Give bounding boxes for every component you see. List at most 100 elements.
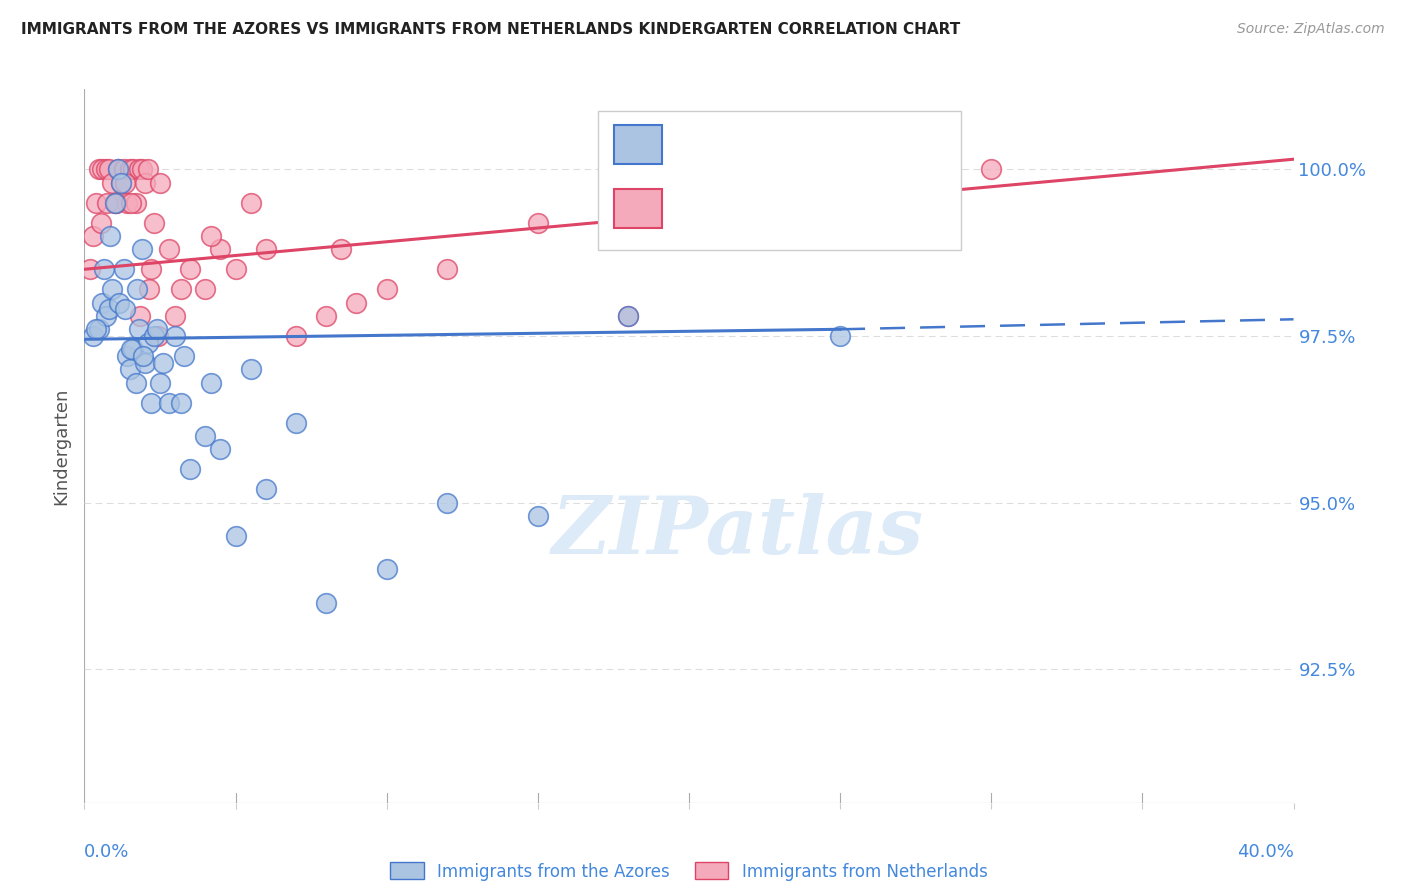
Text: N = 49: N = 49 [828, 134, 896, 152]
Point [200, 228, 222, 243]
Point [127, 282, 149, 296]
Point [436, 262, 458, 277]
Point [118, 362, 141, 376]
Point [527, 216, 550, 230]
Point [114, 176, 136, 190]
Point [346, 295, 368, 310]
Point [146, 322, 169, 336]
Point [86, 322, 108, 336]
Point [170, 282, 193, 296]
Point [120, 343, 142, 357]
Point [118, 162, 141, 177]
Point [330, 242, 353, 256]
Point [108, 295, 131, 310]
Point [129, 309, 152, 323]
Point [86, 195, 108, 210]
Text: R = 0.018: R = 0.018 [676, 134, 775, 152]
Point [94, 309, 117, 323]
Point [179, 462, 201, 476]
Point [617, 309, 640, 323]
Point [89, 162, 111, 177]
Point [254, 483, 277, 497]
Point [149, 376, 172, 390]
Point [284, 329, 308, 343]
Point [107, 162, 129, 177]
Point [97, 162, 120, 177]
Point [107, 162, 129, 177]
Point [165, 329, 187, 343]
Point [225, 529, 247, 543]
Point [194, 429, 217, 443]
Point [149, 176, 172, 190]
Point [112, 262, 135, 277]
Text: IMMIGRANTS FROM THE AZORES VS IMMIGRANTS FROM NETHERLANDS KINDERGARTEN CORRELATI: IMMIGRANTS FROM THE AZORES VS IMMIGRANTS… [21, 22, 960, 37]
Point [105, 195, 128, 210]
Point [152, 356, 174, 370]
Point [200, 376, 222, 390]
Y-axis label: Kindergarten: Kindergarten [52, 387, 70, 505]
Point [79, 262, 101, 277]
Text: 0.0%: 0.0% [84, 843, 129, 861]
FancyBboxPatch shape [614, 189, 662, 228]
Point [100, 176, 122, 190]
Point [115, 195, 138, 210]
Text: R = 0.362: R = 0.362 [676, 198, 775, 216]
Point [125, 376, 148, 390]
Point [139, 395, 162, 409]
Point [132, 349, 155, 363]
Point [104, 195, 127, 210]
Point [131, 242, 153, 256]
Point [239, 195, 262, 210]
FancyBboxPatch shape [599, 111, 962, 250]
Point [617, 309, 640, 323]
Point [315, 596, 337, 610]
Point [115, 349, 138, 363]
Point [980, 162, 1002, 177]
Point [315, 309, 337, 323]
Point [91, 295, 114, 310]
Point [104, 195, 127, 210]
Point [121, 343, 143, 357]
Point [139, 262, 162, 277]
Point [90, 216, 112, 230]
Point [239, 362, 262, 376]
Point [170, 395, 193, 409]
Point [375, 562, 398, 576]
Point [114, 302, 136, 317]
Point [131, 162, 153, 177]
Point [179, 262, 201, 277]
Point [93, 262, 115, 277]
Point [284, 416, 308, 430]
Legend: Immigrants from the Azores, Immigrants from Netherlands: Immigrants from the Azores, Immigrants f… [384, 855, 994, 888]
Point [165, 309, 187, 323]
Point [82, 228, 104, 243]
Point [110, 176, 132, 190]
Point [97, 302, 120, 317]
Point [112, 162, 135, 177]
Point [110, 176, 132, 190]
Point [125, 195, 148, 210]
Point [436, 496, 458, 510]
Point [148, 329, 170, 343]
Text: 40.0%: 40.0% [1237, 843, 1294, 861]
Point [94, 162, 117, 177]
Point [157, 242, 180, 256]
Point [98, 228, 121, 243]
Point [173, 349, 195, 363]
Point [91, 162, 114, 177]
Point [96, 195, 118, 210]
Point [142, 329, 165, 343]
FancyBboxPatch shape [614, 125, 662, 164]
Point [254, 242, 277, 256]
Point [128, 162, 150, 177]
Point [100, 282, 122, 296]
Point [136, 162, 159, 177]
Point [527, 509, 550, 524]
Point [375, 282, 398, 296]
Point [225, 262, 247, 277]
Text: Source: ZipAtlas.com: Source: ZipAtlas.com [1237, 22, 1385, 37]
Text: ZIPatlas: ZIPatlas [551, 493, 924, 570]
Point [134, 176, 156, 190]
Point [194, 282, 217, 296]
Point [157, 395, 180, 409]
